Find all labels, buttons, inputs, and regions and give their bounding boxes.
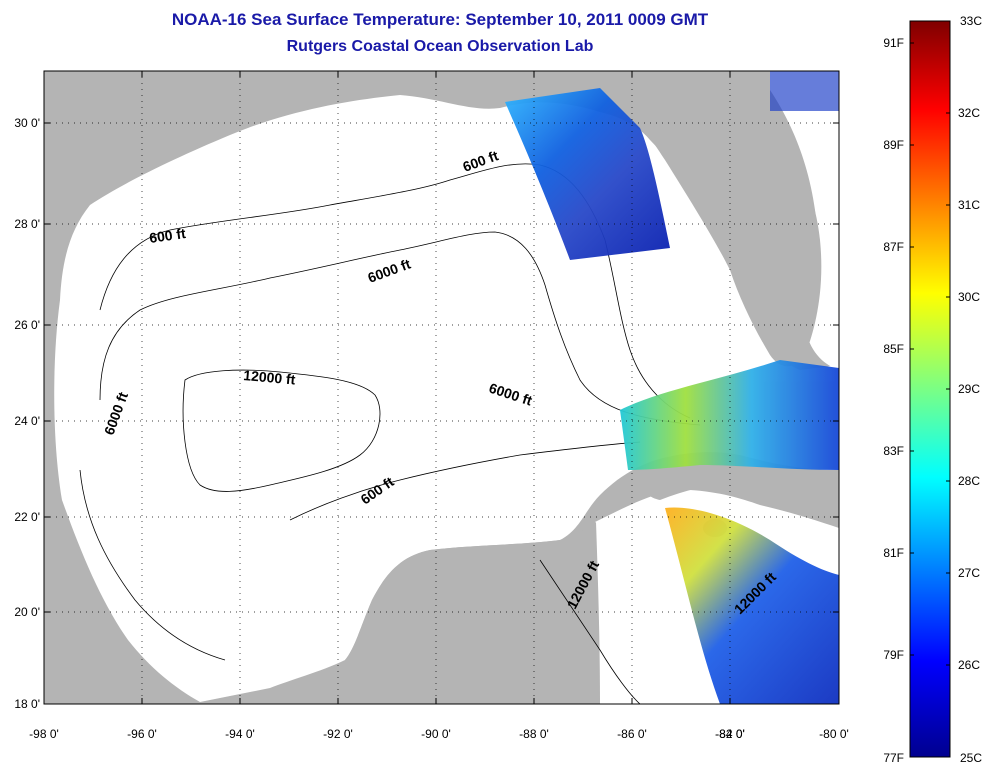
colorbar-fahrenheit-label: 79F — [883, 648, 904, 662]
x-tick-label: -92 0' — [323, 727, 353, 741]
colorbar-celsius-label: 33C — [960, 14, 982, 28]
colorbar-fahrenheit-label: 81F — [883, 546, 904, 560]
colorbar-celsius-label: 31C — [958, 198, 980, 212]
bathymetry-contours — [79, 163, 701, 704]
contour-label: 12000 ft — [243, 367, 297, 388]
contour-600-south-line — [289, 441, 641, 521]
colorbar-celsius-label: 29C — [958, 382, 980, 396]
sst-swaths — [505, 71, 839, 704]
contour-600-line — [99, 163, 691, 419]
y-tick-label: 28 0' — [14, 217, 40, 231]
x-tick-label: -86 0' — [617, 727, 647, 741]
sst-swath-south — [665, 507, 839, 704]
colorbar-fahrenheit-label: 89F — [883, 138, 904, 152]
y-tick-label: 30 0' — [14, 116, 40, 130]
contour-deep-west-line — [79, 469, 226, 661]
map-frame — [43, 70, 840, 705]
axis-ticks — [43, 71, 840, 704]
x-axis-labels: -98 0' -96 0' -94 0' -92 0' -90 0' -88 0… — [29, 727, 849, 741]
y-tick-label: 26 0' — [14, 318, 40, 332]
atlantic-ocean — [770, 71, 839, 370]
colorbar-celsius-label: 28C — [958, 474, 980, 488]
map-subtitle: Rutgers Coastal Ocean Observation Lab — [286, 38, 594, 55]
y-tick-label: 20 0' — [14, 605, 40, 619]
x-tick-label: -98 0' — [29, 727, 59, 741]
contour-label: 600 ft — [148, 225, 187, 246]
x-tick-label: -80 0' — [819, 727, 849, 741]
x-tick-label: -96 0' — [127, 727, 157, 741]
temperature-colorbar: 33C 32C 31C 30C 29C 28C 27C 26C 25C 91F … — [883, 14, 982, 765]
x-tick-label: -82 0' — [715, 727, 745, 741]
colorbar-fahrenheit-label: 85F — [883, 342, 904, 356]
colorbar-fahrenheit-label: 87F — [883, 240, 904, 254]
colorbar-fahrenheit-label: 83F — [883, 444, 904, 458]
y-tick-label: 18 0' — [14, 697, 40, 711]
colorbar-celsius-label: 27C — [958, 566, 980, 580]
y-axis-labels: 30 0' 28 0' 26 0' 24 0' 22 0' 20 0' 18 0… — [14, 116, 40, 711]
sst-swath-central — [620, 360, 839, 470]
graticule — [44, 71, 839, 704]
y-tick-label: 24 0' — [14, 414, 40, 428]
y-tick-label: 22 0' — [14, 510, 40, 524]
colorbar-fahrenheit-label: 77F — [883, 751, 904, 765]
colorbar-celsius-label: 25C — [960, 751, 982, 765]
x-tick-label: -90 0' — [421, 727, 451, 741]
x-tick-label: -88 0' — [519, 727, 549, 741]
colorbar-celsius-label: 30C — [958, 290, 980, 304]
x-tick-label: -84 0' — [715, 727, 745, 741]
contour-yucatan-line — [539, 559, 641, 704]
colorbar-celsius-label: 32C — [958, 106, 980, 120]
colorbar-gradient — [909, 20, 951, 758]
florida-land — [640, 100, 822, 367]
colorbar-celsius-label: 26C — [958, 658, 980, 672]
sst-patch-atlantic — [770, 71, 839, 111]
x-tick-label: -94 0' — [225, 727, 255, 741]
colorbar-ticks — [910, 42, 950, 666]
sst-swath-north — [505, 88, 670, 260]
cuba-land — [640, 460, 839, 500]
contour-6000-line — [99, 231, 701, 426]
map-title: NOAA-16 Sea Surface Temperature: Septemb… — [171, 10, 709, 29]
sst-map: 600 ft 600 ft 6000 ft 6000 ft 6000 ft 12… — [14, 70, 849, 741]
contour-12000-line — [182, 369, 381, 492]
yucatan-land — [345, 522, 600, 704]
colorbar-fahrenheit-label: 91F — [883, 36, 904, 50]
